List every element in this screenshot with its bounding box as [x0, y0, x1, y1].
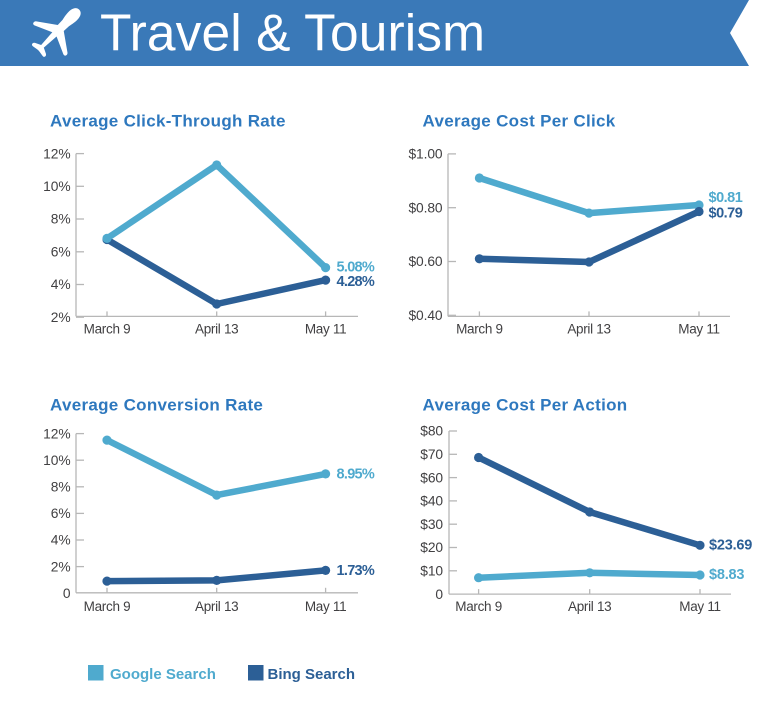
svg-text:May 11: May 11	[678, 322, 719, 337]
svg-text:4%: 4%	[51, 533, 71, 548]
svg-text:$0.79: $0.79	[709, 205, 743, 221]
svg-text:Google Search: Google Search	[110, 666, 216, 683]
svg-text:$70: $70	[420, 447, 443, 462]
svg-text:$1.00: $1.00	[408, 147, 442, 162]
svg-text:$0.80: $0.80	[408, 200, 442, 215]
svg-text:May 11: May 11	[305, 322, 346, 337]
svg-text:March 9: March 9	[455, 599, 502, 614]
svg-text:8%: 8%	[51, 212, 71, 227]
svg-text:April 13: April 13	[567, 322, 610, 337]
svg-text:$80: $80	[420, 424, 443, 439]
svg-text:Average Cost Per Action: Average Cost Per Action	[423, 396, 628, 415]
svg-text:6%: 6%	[51, 245, 71, 260]
svg-text:May 11: May 11	[305, 599, 346, 614]
svg-text:$20: $20	[420, 540, 443, 555]
svg-text:$0.81: $0.81	[709, 190, 743, 206]
svg-text:6%: 6%	[51, 506, 71, 521]
svg-text:10%: 10%	[43, 179, 70, 194]
svg-text:12%: 12%	[43, 426, 70, 441]
svg-text:April 13: April 13	[195, 599, 238, 614]
svg-text:2%: 2%	[51, 310, 71, 325]
svg-text:12%: 12%	[43, 146, 70, 161]
svg-text:1.73%: 1.73%	[337, 563, 375, 579]
svg-text:$23.69: $23.69	[709, 538, 752, 554]
svg-text:10%: 10%	[43, 453, 70, 468]
svg-text:$8.83: $8.83	[709, 567, 744, 583]
svg-text:8.95%: 8.95%	[337, 467, 375, 483]
svg-text:March 9: March 9	[456, 322, 503, 337]
svg-text:$0.40: $0.40	[408, 308, 442, 323]
svg-text:April 13: April 13	[195, 322, 238, 337]
svg-text:$60: $60	[420, 470, 443, 485]
svg-text:0: 0	[435, 587, 443, 602]
svg-text:4.28%: 4.28%	[337, 274, 375, 290]
svg-text:Average Cost Per Click: Average Cost Per Click	[423, 112, 616, 131]
svg-text:0: 0	[63, 586, 71, 601]
svg-text:April 13: April 13	[568, 599, 611, 614]
svg-text:$0.60: $0.60	[408, 254, 442, 269]
svg-text:4%: 4%	[51, 277, 71, 292]
svg-text:Average Conversion Rate: Average Conversion Rate	[50, 396, 263, 415]
svg-text:$30: $30	[420, 517, 443, 532]
svg-text:Average Click-Through Rate: Average Click-Through Rate	[50, 112, 286, 131]
svg-text:Bing Search: Bing Search	[268, 666, 356, 683]
svg-text:$10: $10	[420, 564, 443, 579]
svg-text:$40: $40	[420, 494, 443, 509]
svg-text:May 11: May 11	[679, 599, 720, 614]
svg-text:5.08%: 5.08%	[337, 260, 375, 276]
svg-text:8%: 8%	[51, 480, 71, 495]
svg-text:March 9: March 9	[84, 599, 131, 614]
svg-text:2%: 2%	[51, 559, 71, 574]
svg-text:March 9: March 9	[84, 322, 131, 337]
svg-text:Travel & Tourism: Travel & Tourism	[100, 4, 485, 62]
